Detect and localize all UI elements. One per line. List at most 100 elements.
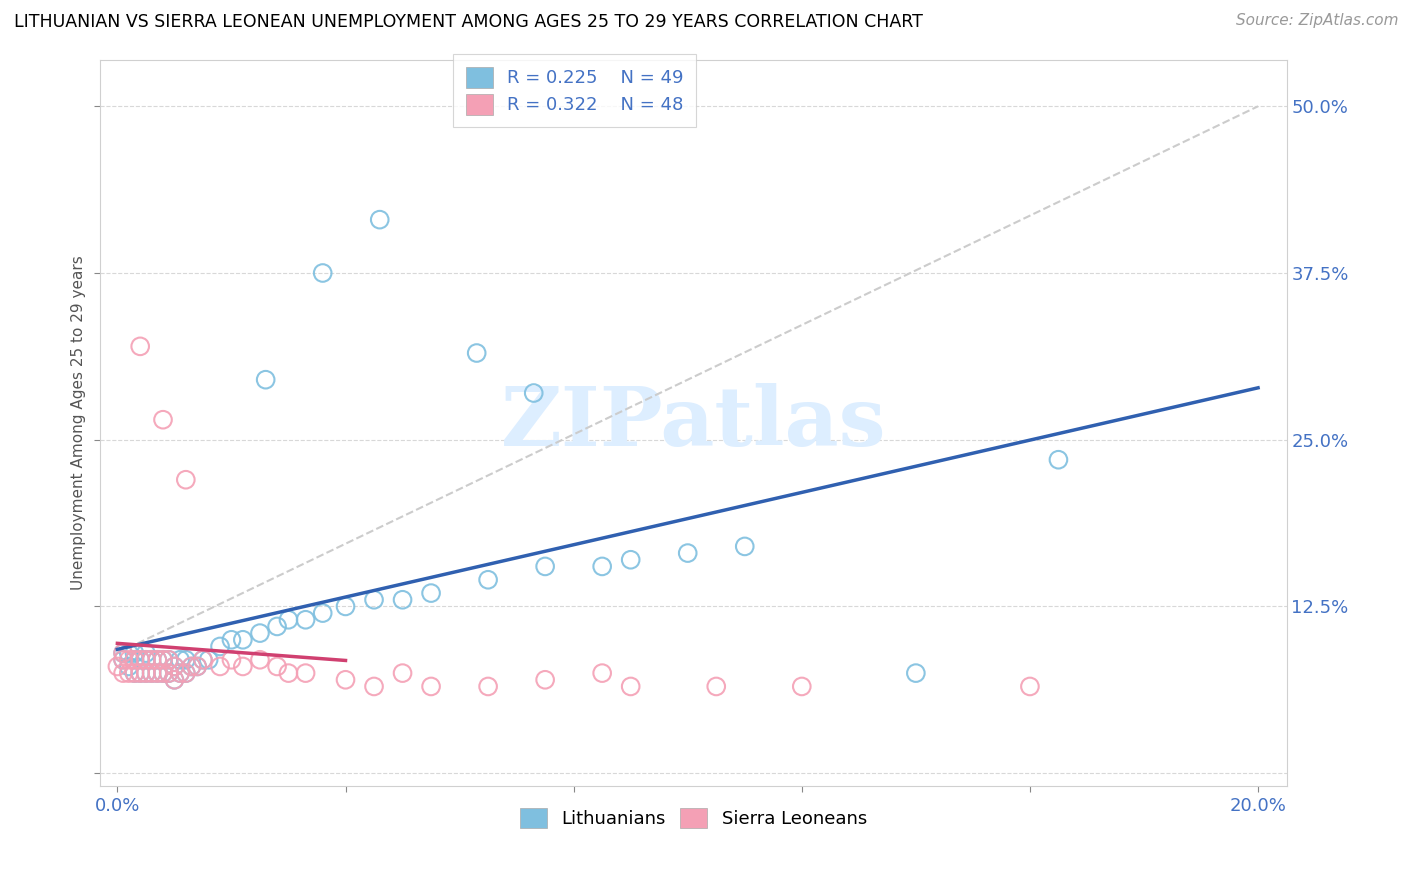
Point xyxy=(534,673,557,687)
Point xyxy=(249,626,271,640)
Point xyxy=(129,666,152,681)
Point xyxy=(141,653,163,667)
Point xyxy=(135,666,157,681)
Point xyxy=(163,673,186,687)
Point xyxy=(174,473,197,487)
Point xyxy=(129,666,152,681)
Point xyxy=(232,659,254,673)
Point xyxy=(266,619,288,633)
Point xyxy=(157,666,180,681)
Point xyxy=(169,666,191,681)
Point xyxy=(249,653,271,667)
Point xyxy=(157,653,180,667)
Point xyxy=(112,646,135,660)
Point xyxy=(232,632,254,647)
Point xyxy=(523,386,546,401)
Point xyxy=(335,673,357,687)
Point xyxy=(112,666,135,681)
Point xyxy=(135,653,157,667)
Point xyxy=(169,653,191,667)
Point xyxy=(152,666,174,681)
Point xyxy=(620,553,643,567)
Point xyxy=(191,653,214,667)
Point xyxy=(391,666,413,681)
Point xyxy=(135,646,157,660)
Point xyxy=(118,646,141,660)
Text: Source: ZipAtlas.com: Source: ZipAtlas.com xyxy=(1236,13,1399,29)
Point xyxy=(465,346,488,360)
Point xyxy=(163,659,186,673)
Point xyxy=(186,659,208,673)
Point xyxy=(129,339,152,353)
Point xyxy=(174,666,197,681)
Point xyxy=(294,613,316,627)
Point xyxy=(363,680,385,694)
Point xyxy=(152,653,174,667)
Point xyxy=(141,666,163,681)
Point xyxy=(197,653,219,667)
Point xyxy=(704,680,727,694)
Point xyxy=(335,599,357,614)
Point xyxy=(118,666,141,681)
Point xyxy=(129,653,152,667)
Point xyxy=(1047,452,1070,467)
Point xyxy=(152,653,174,667)
Point xyxy=(141,653,163,667)
Point xyxy=(118,659,141,673)
Point xyxy=(174,666,197,681)
Point xyxy=(135,653,157,667)
Point xyxy=(146,666,169,681)
Y-axis label: Unemployment Among Ages 25 to 29 years: Unemployment Among Ages 25 to 29 years xyxy=(72,256,86,591)
Point xyxy=(129,653,152,667)
Point xyxy=(157,666,180,681)
Point xyxy=(591,666,613,681)
Point xyxy=(135,666,157,681)
Point xyxy=(112,653,135,667)
Point xyxy=(734,540,756,554)
Point xyxy=(209,640,232,654)
Point xyxy=(277,613,299,627)
Point xyxy=(221,632,243,647)
Point xyxy=(312,606,335,620)
Point xyxy=(112,653,135,667)
Point xyxy=(180,659,202,673)
Point xyxy=(118,653,141,667)
Point xyxy=(391,592,413,607)
Point xyxy=(146,666,169,681)
Point xyxy=(420,586,443,600)
Point xyxy=(477,573,499,587)
Point xyxy=(169,666,191,681)
Point xyxy=(591,559,613,574)
Point xyxy=(124,666,146,681)
Point xyxy=(266,659,288,673)
Point xyxy=(221,653,243,667)
Point xyxy=(534,559,557,574)
Point xyxy=(180,659,202,673)
Point xyxy=(124,653,146,667)
Point xyxy=(146,653,169,667)
Text: LITHUANIAN VS SIERRA LEONEAN UNEMPLOYMENT AMONG AGES 25 TO 29 YEARS CORRELATION : LITHUANIAN VS SIERRA LEONEAN UNEMPLOYMEN… xyxy=(14,13,922,31)
Point xyxy=(174,653,197,667)
Point xyxy=(163,673,186,687)
Point xyxy=(294,666,316,681)
Point xyxy=(254,373,277,387)
Point xyxy=(124,646,146,660)
Point xyxy=(209,659,232,673)
Point xyxy=(146,653,169,667)
Point xyxy=(676,546,699,560)
Text: ZIPatlas: ZIPatlas xyxy=(501,383,886,463)
Point xyxy=(152,413,174,427)
Point xyxy=(312,266,335,280)
Point xyxy=(620,680,643,694)
Point xyxy=(1019,680,1042,694)
Point xyxy=(152,666,174,681)
Point xyxy=(124,666,146,681)
Point xyxy=(790,680,813,694)
Point xyxy=(477,680,499,694)
Point xyxy=(105,659,128,673)
Point xyxy=(191,653,214,667)
Point xyxy=(277,666,299,681)
Point xyxy=(163,659,186,673)
Point xyxy=(363,592,385,607)
Point xyxy=(186,659,208,673)
